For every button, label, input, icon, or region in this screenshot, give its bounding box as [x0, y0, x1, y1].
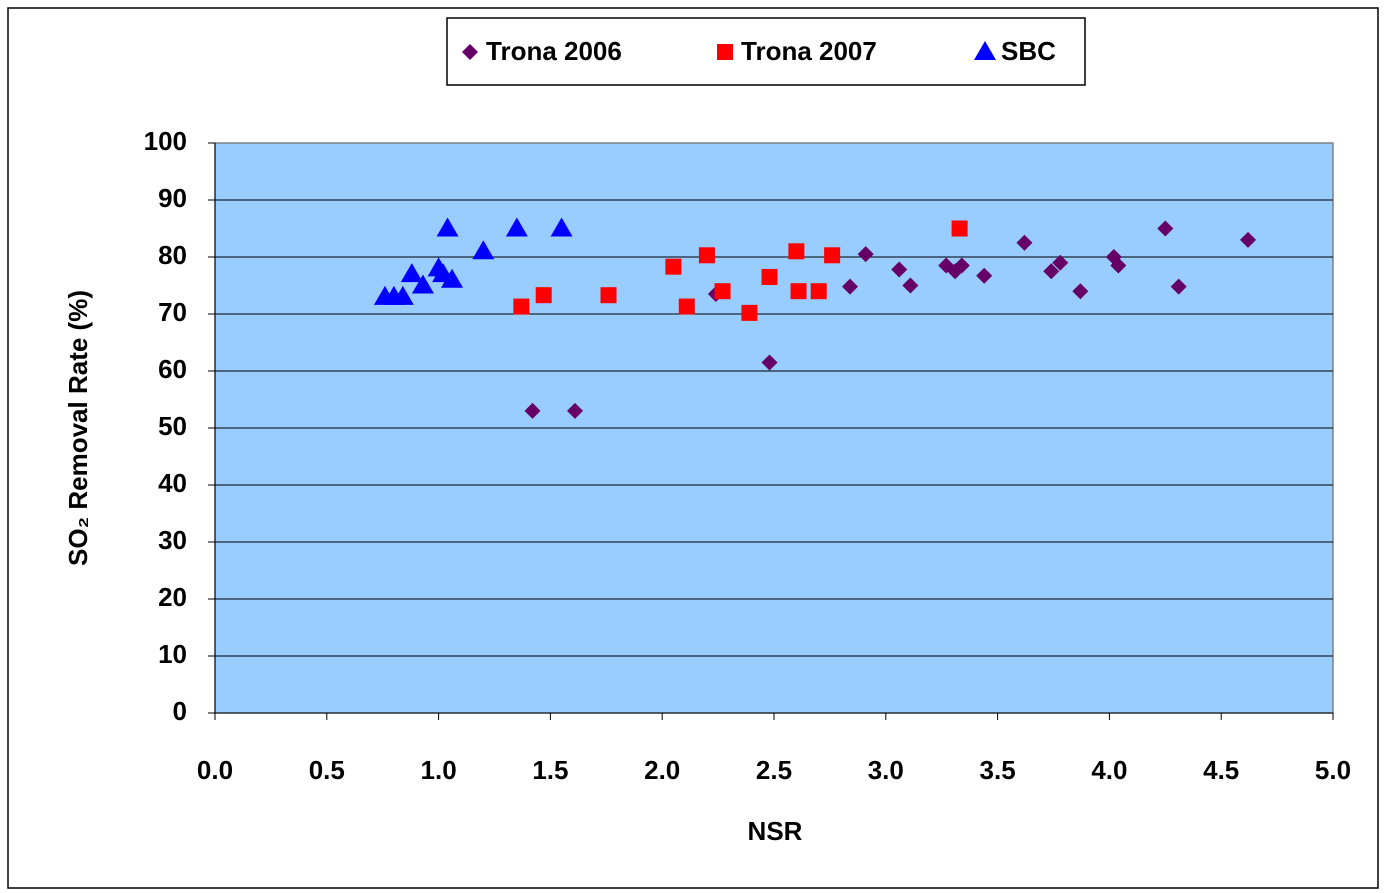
- x-axis-label: NSR: [748, 816, 803, 846]
- diamond-marker: [902, 277, 919, 294]
- x-tick-label: 0.5: [309, 755, 345, 785]
- y-tick-label: 40: [158, 468, 187, 498]
- y-tick-label: 10: [158, 639, 187, 669]
- diamond-marker: [1052, 254, 1069, 271]
- triangle-marker: [505, 217, 528, 237]
- square-marker: [698, 247, 715, 264]
- square-marker: [714, 283, 731, 300]
- y-axis-label: SO₂ Removal Rate (%): [63, 290, 93, 566]
- diamond-marker: [524, 402, 541, 419]
- y-tick-label: 30: [158, 525, 187, 555]
- legend-marker: [462, 44, 478, 60]
- x-tick-label: 5.0: [1315, 755, 1351, 785]
- diamond-marker: [566, 402, 583, 419]
- triangle-marker: [550, 217, 573, 237]
- triangle-marker: [472, 240, 495, 260]
- square-marker: [951, 220, 968, 237]
- x-tick-label: 3.5: [980, 755, 1016, 785]
- square-marker: [513, 298, 530, 315]
- x-tick-label: 1.5: [532, 755, 568, 785]
- y-tick-label: 80: [158, 240, 187, 270]
- diamond-marker: [1170, 278, 1187, 295]
- y-tick-label: 90: [158, 183, 187, 213]
- diamond-marker: [857, 246, 874, 263]
- x-tick-label: 4.5: [1203, 755, 1239, 785]
- square-marker: [600, 287, 617, 304]
- diamond-marker: [953, 257, 970, 274]
- legend-marker: [974, 41, 996, 60]
- y-tick-label: 100: [144, 126, 187, 156]
- square-marker: [665, 258, 682, 275]
- diamond-marker: [1110, 257, 1127, 274]
- y-tick-label: 50: [158, 411, 187, 441]
- square-marker: [741, 304, 758, 321]
- diamond-marker: [842, 278, 859, 295]
- triangle-marker: [391, 285, 414, 305]
- y-tick-label: 70: [158, 297, 187, 327]
- diamond-marker: [1016, 234, 1033, 251]
- triangle-marker: [441, 268, 464, 288]
- square-marker: [790, 283, 807, 300]
- y-tick-label: 0: [173, 696, 187, 726]
- diamond-marker: [976, 267, 993, 284]
- diamond-marker: [1072, 283, 1089, 300]
- square-marker: [788, 243, 805, 260]
- legend-label: Trona 2006: [486, 36, 622, 66]
- y-tick-label: 20: [158, 582, 187, 612]
- square-marker: [535, 287, 552, 304]
- y-tick-label: 60: [158, 354, 187, 384]
- legend-marker: [717, 44, 733, 60]
- triangle-marker: [400, 263, 423, 283]
- x-tick-label: 4.0: [1091, 755, 1127, 785]
- diamond-marker: [1240, 231, 1257, 248]
- x-tick-label: 1.0: [421, 755, 457, 785]
- legend-label: Trona 2007: [741, 36, 877, 66]
- x-tick-label: 0.0: [197, 755, 233, 785]
- triangle-marker: [436, 217, 459, 237]
- x-tick-label: 2.5: [756, 755, 792, 785]
- square-marker: [761, 268, 778, 285]
- legend-label: SBC: [1001, 36, 1056, 66]
- square-marker: [824, 247, 841, 264]
- square-marker: [810, 283, 827, 300]
- diamond-marker: [1043, 263, 1060, 280]
- diamond-marker: [761, 354, 778, 371]
- diamond-marker: [1157, 220, 1174, 237]
- square-marker: [678, 298, 695, 315]
- triangle-marker: [411, 274, 434, 294]
- legend-box: [446, 17, 1086, 86]
- diamond-marker: [891, 261, 908, 278]
- x-tick-label: 3.0: [868, 755, 904, 785]
- x-tick-label: 2.0: [644, 755, 680, 785]
